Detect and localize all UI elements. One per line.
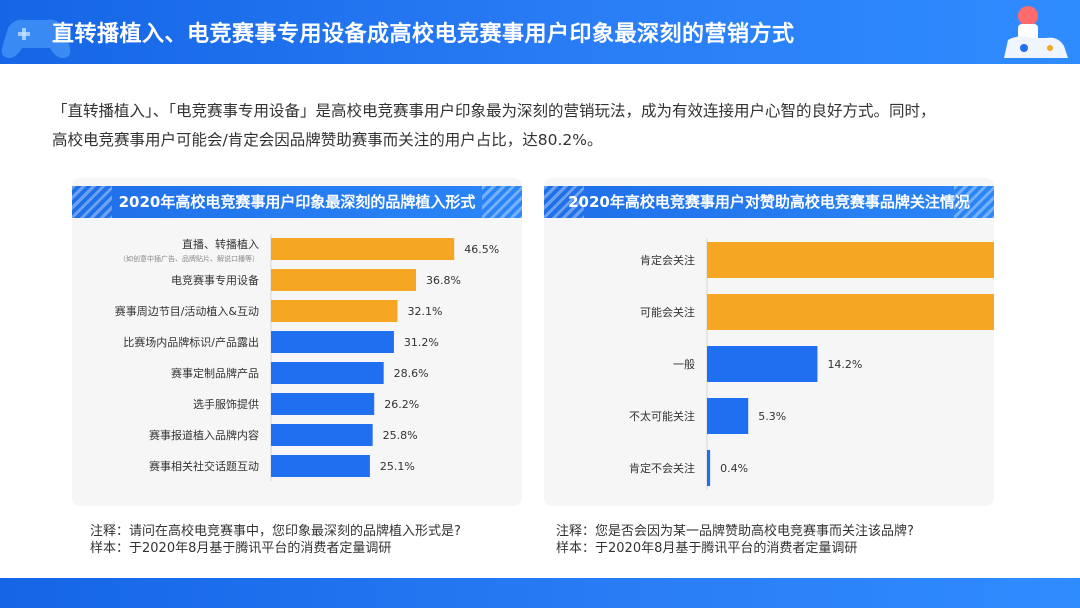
left-value-label-0: 46.5% [464,243,499,256]
esports-mascot-icon [1004,6,1068,58]
left-category-label-4: 赛事定制品牌产品 [171,366,259,380]
right-bar-2 [707,346,818,382]
left-bar-1 [271,269,416,291]
left-bar-4 [271,362,384,384]
left-note-sample: 样本：于2020年8月基于腾讯平台的消费者定量调研 [90,541,392,556]
left-value-label-2: 32.1% [407,305,442,318]
right-category-label-0: 肯定会关注 [640,253,695,267]
left-category-label-6: 赛事报道植入品牌内容 [149,428,259,442]
left-value-label-6: 25.8% [383,429,418,442]
left-notes: 注释：请问在高校电竞赛事中，您印象最深刻的品牌植入形式是? 样本：于2020年8… [90,523,461,557]
right-note-sample: 样本：于2020年8月基于腾讯平台的消费者定量调研 [556,541,858,556]
right-category-label-4: 肯定不会关注 [629,461,695,475]
right-category-label-1: 可能会关注 [640,305,695,319]
right-category-label-2: 一般 [673,358,695,371]
gamepad-icon [1,19,71,59]
header-banner: 直转播植入、电竞赛事专用设备成高校电竞赛事用户印象最深刻的营销方式 [0,0,1080,64]
right-bar-4 [707,450,711,486]
page-title: 直转播植入、电竞赛事专用设备成高校电竞赛事用户印象最深刻的营销方式 [52,22,795,47]
left-bar-6 [271,424,373,446]
left-bar-chart: 直播、转播植入 （如创意中插广告、品牌贴片、解说口播等） 46.5% 电竞赛事专用设备… [115,234,499,481]
left-category-label-3: 比赛场内品牌标识/产品露出 [123,335,259,349]
right-category-label-3: 不太可能关注 [629,409,695,423]
left-category-label-0: 直播、转播植入 [182,237,259,251]
intro-line-2: 高校电竞赛事用户可能会/肯定会因品牌赞助赛事而关注的用户占比，达80.2%。 [52,131,603,149]
left-bar-7 [271,455,370,477]
left-value-label-4: 28.6% [394,367,429,380]
right-bar-3 [707,398,749,434]
left-value-label-5: 26.2% [384,398,419,411]
right-note-question: 注释：您是否会因为某一品牌赞助高校电竞赛事而关注该品牌? [556,524,914,539]
left-category-label-2: 赛事周边节目/活动植入&互动 [115,304,259,318]
left-bar-3 [271,331,394,353]
intro-line-1: 「直转播植入」、「电竞赛事专用设备」是高校电竞赛事用户印象最为深刻的营销玩法，成… [52,102,936,120]
left-value-label-3: 31.2% [404,336,439,349]
right-bar-0 [707,242,994,278]
left-bar-0 [271,238,455,260]
right-chart-panel [544,178,994,506]
left-value-label-1: 36.8% [426,274,461,287]
right-value-label-3: 5.3% [758,410,786,423]
right-notes: 注释：您是否会因为某一品牌赞助高校电竞赛事而关注该品牌? 样本：于2020年8月… [556,523,914,557]
left-category-label-7: 赛事相关社交话题互动 [149,459,259,473]
left-note-question: 注释：请问在高校电竞赛事中，您印象最深刻的品牌植入形式是? [90,524,461,539]
footer-bar [0,578,1080,608]
left-bar-2 [271,300,398,322]
left-chart-title: 2020年高校电竞赛事用户印象最深刻的品牌植入形式 [72,186,522,218]
right-chart-title: 2020年高校电竞赛事用户对赞助高校电竞赛事品牌关注情况 [544,186,994,218]
right-bar-1 [707,294,994,330]
left-bar-5 [271,393,375,415]
intro-text: 「直转播植入」、「电竞赛事专用设备」是高校电竞赛事用户印象最为深刻的营销玩法，成… [52,97,1022,155]
left-value-label-7: 25.1% [380,460,415,473]
right-bar-chart: 肯定会关注38.4%可能会关注41.8%一般14.2%不太可能关注5.3%肯定不… [629,238,994,490]
right-chart-title-text: 2020年高校电竞赛事用户对赞助高校电竞赛事品牌关注情况 [568,193,970,211]
left-category-label-1: 电竞赛事专用设备 [171,273,259,287]
left-category-label-5: 选手服饰提供 [193,397,259,411]
left-category-note-0: （如创意中插广告、品牌贴片、解说口播等） [119,254,259,263]
right-value-label-4: 0.4% [720,462,748,475]
right-value-label-2: 14.2% [827,358,862,371]
left-chart-title-text: 2020年高校电竞赛事用户印象最深刻的品牌植入形式 [118,193,476,211]
